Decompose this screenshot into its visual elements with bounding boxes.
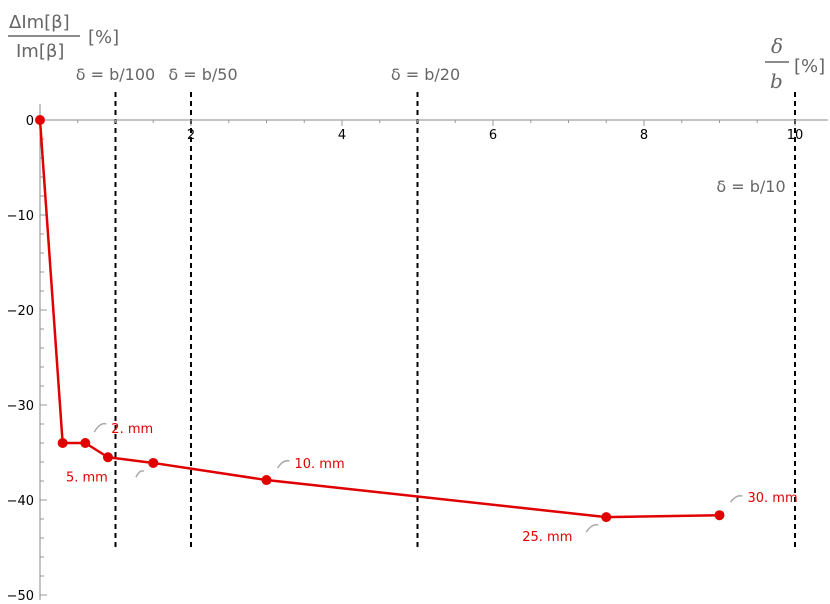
point-label-callout — [585, 524, 599, 533]
y-tick-label: −30 — [7, 399, 34, 414]
point-label: 10. mm — [295, 457, 345, 472]
x-axis-title-unit: [%] — [794, 56, 825, 77]
y-axis-title: ΔIm[β] Im[β] [%] — [8, 12, 119, 62]
data-point — [57, 438, 68, 448]
x-axis-title-denominator: b — [770, 69, 783, 93]
point-label-callout — [729, 495, 743, 503]
point-label: 2. mm — [111, 422, 153, 437]
labels: 2. mm 5. mm 10. mm 25. mm 30. mm — [66, 422, 798, 545]
x-tick-label: 8 — [640, 128, 648, 143]
reference-line-label: δ = b/10 — [716, 177, 785, 196]
point-label-callout — [135, 470, 145, 478]
y-tick-label: 0 — [26, 114, 34, 129]
y-axis-title-denominator: Im[β] — [16, 41, 64, 62]
reference-line-label: δ = b/20 — [391, 65, 460, 84]
point-label: 5. mm — [66, 470, 108, 485]
reference-line-label: δ = b/50 — [168, 65, 237, 84]
x-tick-label: 6 — [489, 128, 497, 143]
y-axis-title-unit: [%] — [88, 27, 119, 48]
y-tick-label: −50 — [7, 589, 34, 604]
x-tick-label: 10 — [787, 128, 804, 143]
point-label: 25. mm — [522, 530, 572, 545]
reference-line-label: δ = b/100 — [76, 65, 155, 84]
data-point — [714, 510, 725, 521]
y-tick-label: −10 — [7, 209, 34, 224]
x-axis-title-numerator: δ — [771, 34, 783, 58]
y-tick-label: −20 — [7, 304, 34, 319]
data-point — [35, 115, 45, 125]
x-tick-label: 2 — [187, 128, 195, 143]
data-point — [261, 475, 272, 486]
reference-lines: δ = b/100 δ = b/50 δ = b/20 δ = b/10 — [76, 65, 796, 547]
data-point — [601, 512, 612, 523]
series — [35, 115, 725, 523]
data-point — [80, 438, 91, 448]
point-label: 30. mm — [748, 491, 798, 506]
data-point — [148, 457, 159, 468]
point-label-callout — [93, 422, 107, 433]
point-label-callout — [276, 459, 290, 469]
y-axis-title-numerator: ΔIm[β] — [9, 12, 70, 33]
x-axis-title: δ b [%] — [765, 34, 825, 93]
data-point — [102, 452, 113, 463]
axes: 2 4 6 8 10 0 −10 −20 −30 −40 −50 — [7, 104, 828, 604]
series-line — [38, 119, 720, 519]
x-tick-label: 4 — [338, 128, 346, 143]
y-tick-label: −40 — [7, 494, 34, 509]
